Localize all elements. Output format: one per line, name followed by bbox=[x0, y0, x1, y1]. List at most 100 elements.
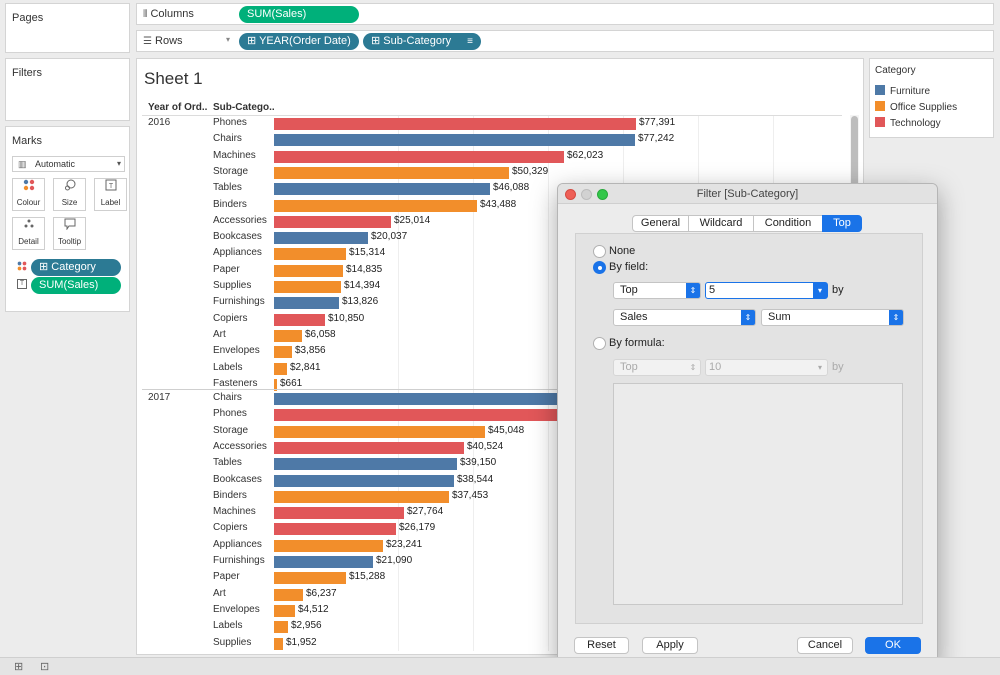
bar[interactable] bbox=[274, 346, 292, 359]
subcategory-label[interactable]: Art bbox=[213, 328, 226, 340]
subcategory-label[interactable]: Labels bbox=[213, 620, 243, 632]
subcategory-column-header[interactable]: Sub-Catego.. bbox=[213, 102, 275, 113]
bar[interactable] bbox=[274, 313, 325, 326]
category-mark-pill[interactable]: ⊞ Category bbox=[31, 259, 121, 276]
subcategory-label[interactable]: Machines bbox=[213, 149, 256, 161]
sum-sales-mark-pill[interactable]: SUM(Sales) bbox=[31, 277, 121, 294]
subcategory-label[interactable]: Copiers bbox=[213, 312, 248, 324]
bar[interactable] bbox=[274, 604, 295, 617]
zoom-window-button[interactable] bbox=[597, 189, 608, 200]
subcategory-label[interactable]: Chairs bbox=[213, 392, 242, 403]
bar[interactable] bbox=[274, 215, 391, 228]
close-window-button[interactable] bbox=[565, 189, 576, 200]
year-label[interactable]: 2017 bbox=[148, 392, 171, 403]
subcategory-label[interactable]: Paper bbox=[213, 571, 240, 583]
subcategory-label[interactable]: Fasteners bbox=[213, 377, 258, 389]
bar[interactable] bbox=[274, 474, 454, 487]
subcategory-label[interactable]: Art bbox=[213, 587, 226, 599]
subcategory-label[interactable]: Appliances bbox=[213, 247, 262, 259]
year-order-date-pill[interactable]: ⊞ YEAR(Order Date) bbox=[239, 33, 359, 50]
bar[interactable] bbox=[274, 490, 449, 503]
apply-button[interactable]: Apply bbox=[642, 637, 698, 654]
subcategory-label[interactable]: Furnishings bbox=[213, 296, 265, 308]
scrollbar-thumb[interactable] bbox=[851, 116, 858, 218]
dialog-title-bar[interactable]: Filter [Sub-Category] bbox=[558, 184, 937, 204]
rows-shelf[interactable]: ☰ Rows ▾ ⊞ YEAR(Order Date) ⊞ Sub-Catego… bbox=[136, 30, 994, 52]
bar[interactable] bbox=[274, 150, 564, 163]
bar[interactable] bbox=[274, 297, 339, 310]
tab-condition[interactable]: Condition bbox=[753, 215, 823, 232]
subcategory-label[interactable]: Appliances bbox=[213, 538, 262, 550]
tab-wildcard[interactable]: Wildcard bbox=[688, 215, 754, 232]
formula-text-area[interactable] bbox=[613, 383, 903, 605]
subcategory-label[interactable]: Furnishings bbox=[213, 555, 265, 566]
data-source-tab-icon[interactable]: ⊞ bbox=[14, 661, 24, 673]
bar[interactable] bbox=[274, 425, 485, 438]
tooltip-card[interactable]: Tooltip bbox=[53, 217, 86, 250]
subcategory-label[interactable]: Chairs bbox=[213, 133, 242, 145]
bar[interactable] bbox=[274, 281, 341, 293]
subcategory-label[interactable]: Machines bbox=[213, 506, 256, 518]
chevron-down-icon[interactable]: ▾ bbox=[813, 283, 827, 298]
ok-button[interactable]: OK bbox=[865, 637, 921, 654]
year-column-header[interactable]: Year of Ord.. bbox=[148, 102, 208, 113]
by-field-radio[interactable] bbox=[593, 261, 606, 274]
subcategory-label[interactable]: Tables bbox=[213, 457, 242, 469]
bar[interactable] bbox=[274, 264, 343, 277]
legend-item-furniture[interactable]: Furniture bbox=[875, 85, 930, 97]
bar[interactable] bbox=[274, 637, 283, 650]
sheet-tab-icon[interactable]: ⊡ bbox=[40, 661, 50, 673]
top-count-input[interactable]: 5 ▾ bbox=[705, 282, 828, 299]
bar[interactable] bbox=[274, 248, 346, 261]
tab-top[interactable]: Top bbox=[822, 215, 862, 232]
minimize-window-button[interactable] bbox=[581, 189, 592, 200]
subcategory-label[interactable]: Paper bbox=[213, 263, 240, 275]
year-label[interactable]: 2016 bbox=[148, 117, 171, 128]
bar[interactable] bbox=[274, 378, 277, 391]
mark-type-dropdown[interactable]: ▥ Automatic ▾ bbox=[12, 156, 125, 172]
subcategory-label[interactable]: Phones bbox=[213, 408, 247, 420]
formula-count-input[interactable]: 10 ▾ bbox=[705, 359, 828, 376]
bar[interactable] bbox=[274, 621, 288, 634]
bar[interactable] bbox=[274, 572, 346, 585]
bar[interactable] bbox=[274, 166, 509, 179]
bar[interactable] bbox=[274, 588, 303, 601]
size-card[interactable]: Size bbox=[53, 178, 86, 211]
bar[interactable] bbox=[274, 199, 477, 212]
legend-item-office-supplies[interactable]: Office Supplies bbox=[875, 101, 957, 113]
subcategory-label[interactable]: Tables bbox=[213, 182, 242, 194]
reset-button[interactable]: Reset bbox=[574, 637, 629, 654]
bar[interactable] bbox=[274, 556, 373, 568]
bar[interactable] bbox=[274, 118, 636, 130]
by-formula-radio[interactable] bbox=[593, 337, 606, 350]
subcategory-label[interactable]: Copiers bbox=[213, 522, 248, 534]
subcategory-label[interactable]: Envelopes bbox=[213, 345, 260, 357]
columns-shelf[interactable]: ⦀ Columns SUM(Sales) bbox=[136, 3, 994, 25]
bar[interactable] bbox=[274, 539, 383, 552]
subcategory-label[interactable]: Accessories bbox=[213, 440, 267, 452]
subcategory-label[interactable]: Bookcases bbox=[213, 231, 262, 243]
subcategory-label[interactable]: Binders bbox=[213, 489, 247, 501]
tab-general[interactable]: General bbox=[632, 215, 689, 232]
bar[interactable] bbox=[274, 441, 464, 454]
subcategory-label[interactable]: Envelopes bbox=[213, 603, 260, 615]
bar[interactable] bbox=[274, 134, 635, 147]
none-radio[interactable] bbox=[593, 245, 606, 258]
cancel-button[interactable]: Cancel bbox=[797, 637, 853, 654]
bar[interactable] bbox=[274, 362, 287, 375]
bar[interactable] bbox=[274, 232, 368, 245]
subcategory-label[interactable]: Storage bbox=[213, 165, 249, 177]
filters-panel[interactable]: Filters bbox=[5, 58, 130, 121]
bar[interactable] bbox=[274, 409, 601, 422]
field-select[interactable]: Sales ⇕ bbox=[613, 309, 756, 326]
subcategory-label[interactable]: Accessories bbox=[213, 214, 267, 226]
top-bottom-select[interactable]: Top ⇕ bbox=[613, 282, 701, 299]
bar[interactable] bbox=[274, 523, 396, 536]
bar[interactable] bbox=[274, 393, 601, 405]
legend-item-technology[interactable]: Technology bbox=[875, 117, 941, 129]
sub-category-pill[interactable]: ⊞ Sub-Category ≡ bbox=[363, 33, 481, 50]
label-card[interactable]: T Label bbox=[94, 178, 127, 211]
aggregation-select[interactable]: Sum ⇕ bbox=[761, 309, 904, 326]
detail-card[interactable]: Detail bbox=[12, 217, 45, 250]
columns-sum-sales-pill[interactable]: SUM(Sales) bbox=[239, 6, 359, 23]
